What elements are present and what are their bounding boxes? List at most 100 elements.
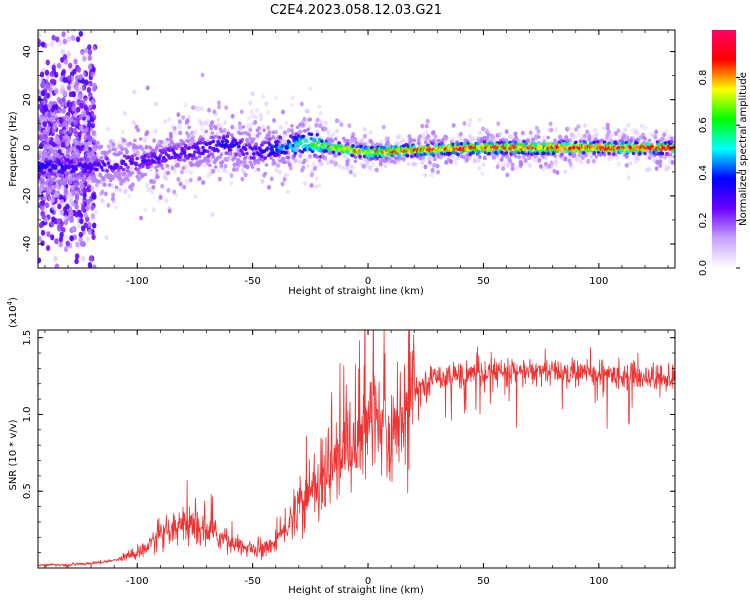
- heatmap-cell: [40, 41, 46, 48]
- heatmap-cell: [62, 90, 68, 97]
- heatmap-cell: [444, 135, 449, 140]
- heatmap-cell: [553, 138, 557, 143]
- heatmap-cell: [67, 35, 72, 42]
- heatmap-cell: [501, 162, 506, 168]
- heatmap-cell: [184, 179, 189, 185]
- heatmap-cell: [395, 135, 400, 141]
- heatmap-cell: [576, 124, 581, 129]
- heatmap-panel: -100 -50 0 50 100 -40 -20 0 20 40 Height of stra…: [8, 4, 676, 297]
- heatmap-cell: [621, 141, 625, 145]
- heatmap-cell: [574, 156, 579, 162]
- heatmap-cell: [99, 197, 104, 203]
- heatmap-cell: [75, 253, 80, 260]
- heatmap-cell: [59, 209, 65, 216]
- heatmap-cell: [249, 109, 254, 114]
- heatmap-cell: [79, 102, 84, 109]
- heatmap-cell: [201, 137, 205, 141]
- heatmap-cell: [210, 212, 215, 218]
- heatmap-cell: [480, 171, 485, 177]
- heatmap-cell: [95, 182, 99, 188]
- heatmap-cell: [575, 157, 580, 163]
- heatmap-cell: [456, 155, 460, 161]
- heatmap-cell: [176, 176, 181, 182]
- heatmap-cell: [417, 141, 421, 146]
- heatmap-cell: [433, 157, 437, 161]
- heatmap-cell: [462, 120, 467, 126]
- heatmap-cell: [507, 162, 512, 168]
- heatmap-cell: [670, 160, 675, 165]
- heatmap-cell: [51, 204, 56, 211]
- heatmap-cell: [45, 151, 49, 155]
- snr-y-multiplier-base: (x10: [8, 305, 19, 328]
- heatmap-cell: [54, 146, 59, 151]
- heatmap-cell: [330, 139, 335, 143]
- heatmap-y-axis-label: Frequency (Hz): [8, 111, 19, 187]
- heatmap-cell: [68, 62, 73, 69]
- heatmap-cell: [136, 127, 141, 133]
- heatmap-cell: [66, 139, 71, 145]
- heatmap-cell: [547, 143, 551, 147]
- heatmap-cell: [47, 17, 51, 23]
- heatmap-cell: [208, 163, 212, 168]
- heatmap-cell: [342, 154, 347, 159]
- heatmap-cell: [592, 152, 596, 156]
- heatmap-cell: [222, 127, 227, 133]
- heatmap-cell: [271, 158, 276, 163]
- heatmap-cell: [127, 155, 131, 159]
- heatmap-cell: [84, 152, 89, 158]
- heatmap-cell: [108, 178, 113, 183]
- heatmap-cell: [643, 125, 648, 131]
- heatmap-cell: [98, 172, 103, 177]
- heatmap-cell: [382, 146, 387, 150]
- heatmap-cell: [141, 164, 145, 168]
- heatmap-cell: [424, 123, 429, 129]
- heatmap-cell: [669, 139, 674, 144]
- heatmap-cell: [62, 120, 67, 127]
- heatmap-cell: [40, 177, 45, 182]
- heatmap-cell: [71, 225, 76, 232]
- heatmap-cell: [60, 86, 66, 93]
- heatmap-cell: [54, 104, 59, 110]
- heatmap-cell: [226, 156, 231, 162]
- heatmap-cell: [206, 137, 210, 143]
- heatmap-cell: [229, 181, 234, 186]
- heatmap-cell: [51, 34, 56, 41]
- heatmap-cell: [230, 124, 235, 130]
- heatmap-cell: [333, 137, 338, 141]
- heatmap-cell: [123, 147, 128, 151]
- heatmap-cell: [648, 132, 653, 138]
- heatmap-cell: [78, 30, 84, 37]
- heatmap-cell: [175, 153, 180, 158]
- heatmap-cell: [82, 4, 86, 10]
- heatmap-cell: [220, 139, 225, 144]
- colorbar-gradient: [712, 30, 736, 268]
- heatmap-cell: [436, 154, 441, 159]
- heatmap-cell: [485, 136, 489, 142]
- heatmap-cell: [48, 168, 53, 173]
- heatmap-cell: [204, 129, 209, 134]
- heatmap-cell: [664, 147, 668, 152]
- heatmap-cell: [66, 13, 70, 19]
- heatmap-cell: [113, 171, 118, 175]
- heatmap-cell: [122, 111, 127, 116]
- heatmap-cell: [318, 119, 323, 125]
- heatmap-cell: [190, 156, 195, 161]
- heatmap-cell: [224, 105, 229, 111]
- heatmap-cell: [85, 114, 91, 121]
- heatmap-cell: [243, 155, 248, 160]
- heatmap-cell: [371, 162, 376, 168]
- heatmap-cell: [241, 125, 246, 129]
- heatmap-cell: [60, 83, 65, 90]
- heatmap-cell: [47, 219, 51, 224]
- heatmap-cell: [549, 127, 554, 133]
- heatmap-cell: [52, 172, 56, 176]
- heatmap-cell: [88, 70, 94, 77]
- heatmap-cell: [38, 222, 44, 229]
- heatmap-cell: [75, 117, 80, 124]
- heatmap-cell: [135, 149, 140, 155]
- heatmap-cell: [248, 136, 253, 141]
- heatmap-cell: [585, 129, 590, 135]
- heatmap-cell: [166, 188, 171, 193]
- heatmap-cell: [61, 107, 66, 114]
- heatmap-cell: [478, 130, 483, 136]
